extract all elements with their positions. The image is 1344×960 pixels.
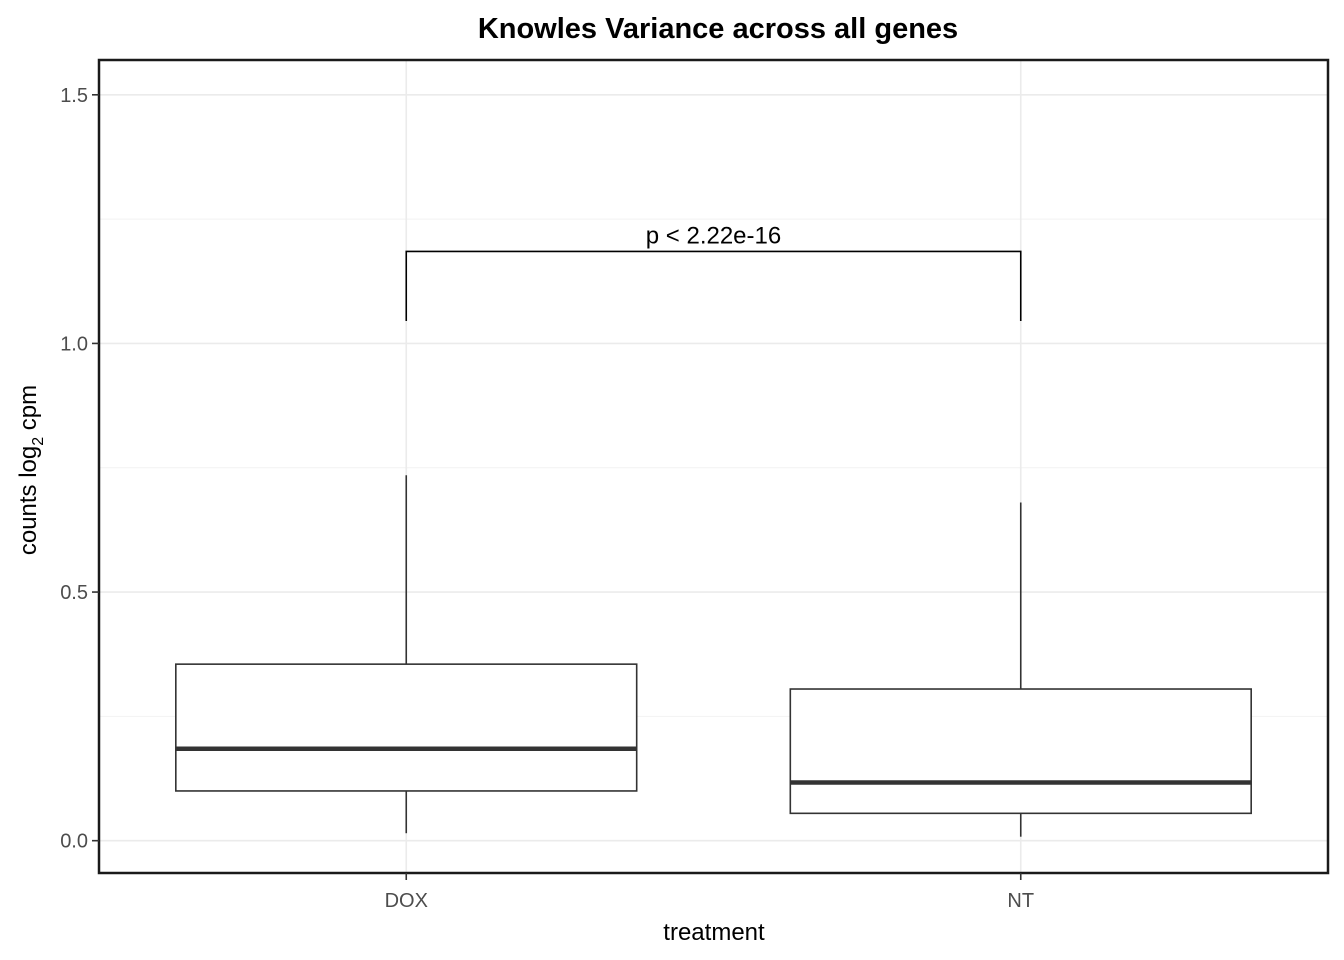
y-tick-label: 1.0 xyxy=(60,333,88,355)
significance-bracket xyxy=(405,250,1022,322)
y-axis-title-main: counts log xyxy=(15,446,42,555)
comparison-annotation: p < 2.22e-16 xyxy=(405,222,1022,322)
x-axis-title: treatment xyxy=(663,919,765,946)
boxes-layer xyxy=(175,475,1252,837)
y-tick-label: 0.0 xyxy=(60,831,88,853)
p-value-label: p < 2.22e-16 xyxy=(646,222,781,249)
y-axis-title: counts log2 cpm xyxy=(15,385,47,555)
chart-title: Knowles Variance across all genes xyxy=(478,13,958,45)
box-nt xyxy=(789,502,1252,837)
y-tick-label: 1.5 xyxy=(60,85,88,107)
iqr-box xyxy=(175,663,638,792)
iqr-box xyxy=(789,688,1252,815)
y-tick-label: 0.5 xyxy=(60,582,88,604)
plot-panel-border xyxy=(97,58,1330,875)
box-dox xyxy=(175,475,638,834)
y-axis-title-suffix: cpm xyxy=(15,385,42,437)
x-tick-label: NT xyxy=(1007,890,1034,912)
x-tick-label: DOX xyxy=(385,890,428,912)
y-axis-title-subscript: 2 xyxy=(30,437,47,446)
axes-layer: 0.0 0.5 1.0 1.5 DOX NT xyxy=(60,85,1034,912)
